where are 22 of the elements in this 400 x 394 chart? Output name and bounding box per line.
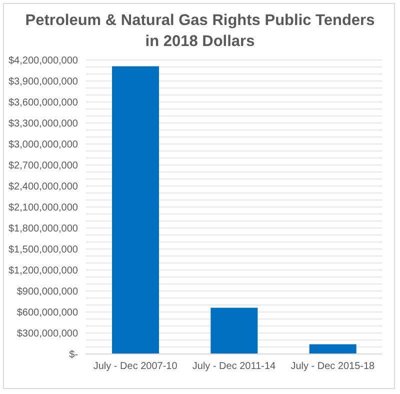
y-tick-label: $3,600,000,000 [8,98,78,109]
y-tick-label: $3,300,000,000 [8,118,78,130]
y-tick-label: $300,000,000 [16,328,78,340]
y-tick-label: $600,000,000 [16,308,78,319]
x-tick-label: July - Dec 2007-10 [93,361,178,372]
y-tick-label: $2,400,000,000 [8,182,78,193]
y-tick-label: $1,800,000,000 [8,224,78,235]
y-tick-label: $2,700,000,000 [8,160,78,172]
y-tick-label: $900,000,000 [16,286,78,298]
y-tick-label: $1,500,000,000 [8,244,78,256]
y-tick-label: $2,100,000,000 [8,202,78,214]
y-tick-label: $3,900,000,000 [8,76,78,88]
x-tick-label: July - Dec 2015-18 [290,361,376,372]
bar [309,344,356,354]
bar [210,308,258,354]
y-tick-label: $4,200,000,000 [8,56,78,67]
y-tick-label: $1,200,000,000 [8,266,78,277]
x-tick-label: July - Dec 2011-14 [192,361,276,372]
y-tick-label: $3,000,000,000 [8,140,78,151]
y-tick-label: $- [69,350,78,361]
bar [112,66,159,354]
chart-title: Petroleum & Natural Gas Rights Public Tenders in 2018 Dollars [24,11,376,52]
